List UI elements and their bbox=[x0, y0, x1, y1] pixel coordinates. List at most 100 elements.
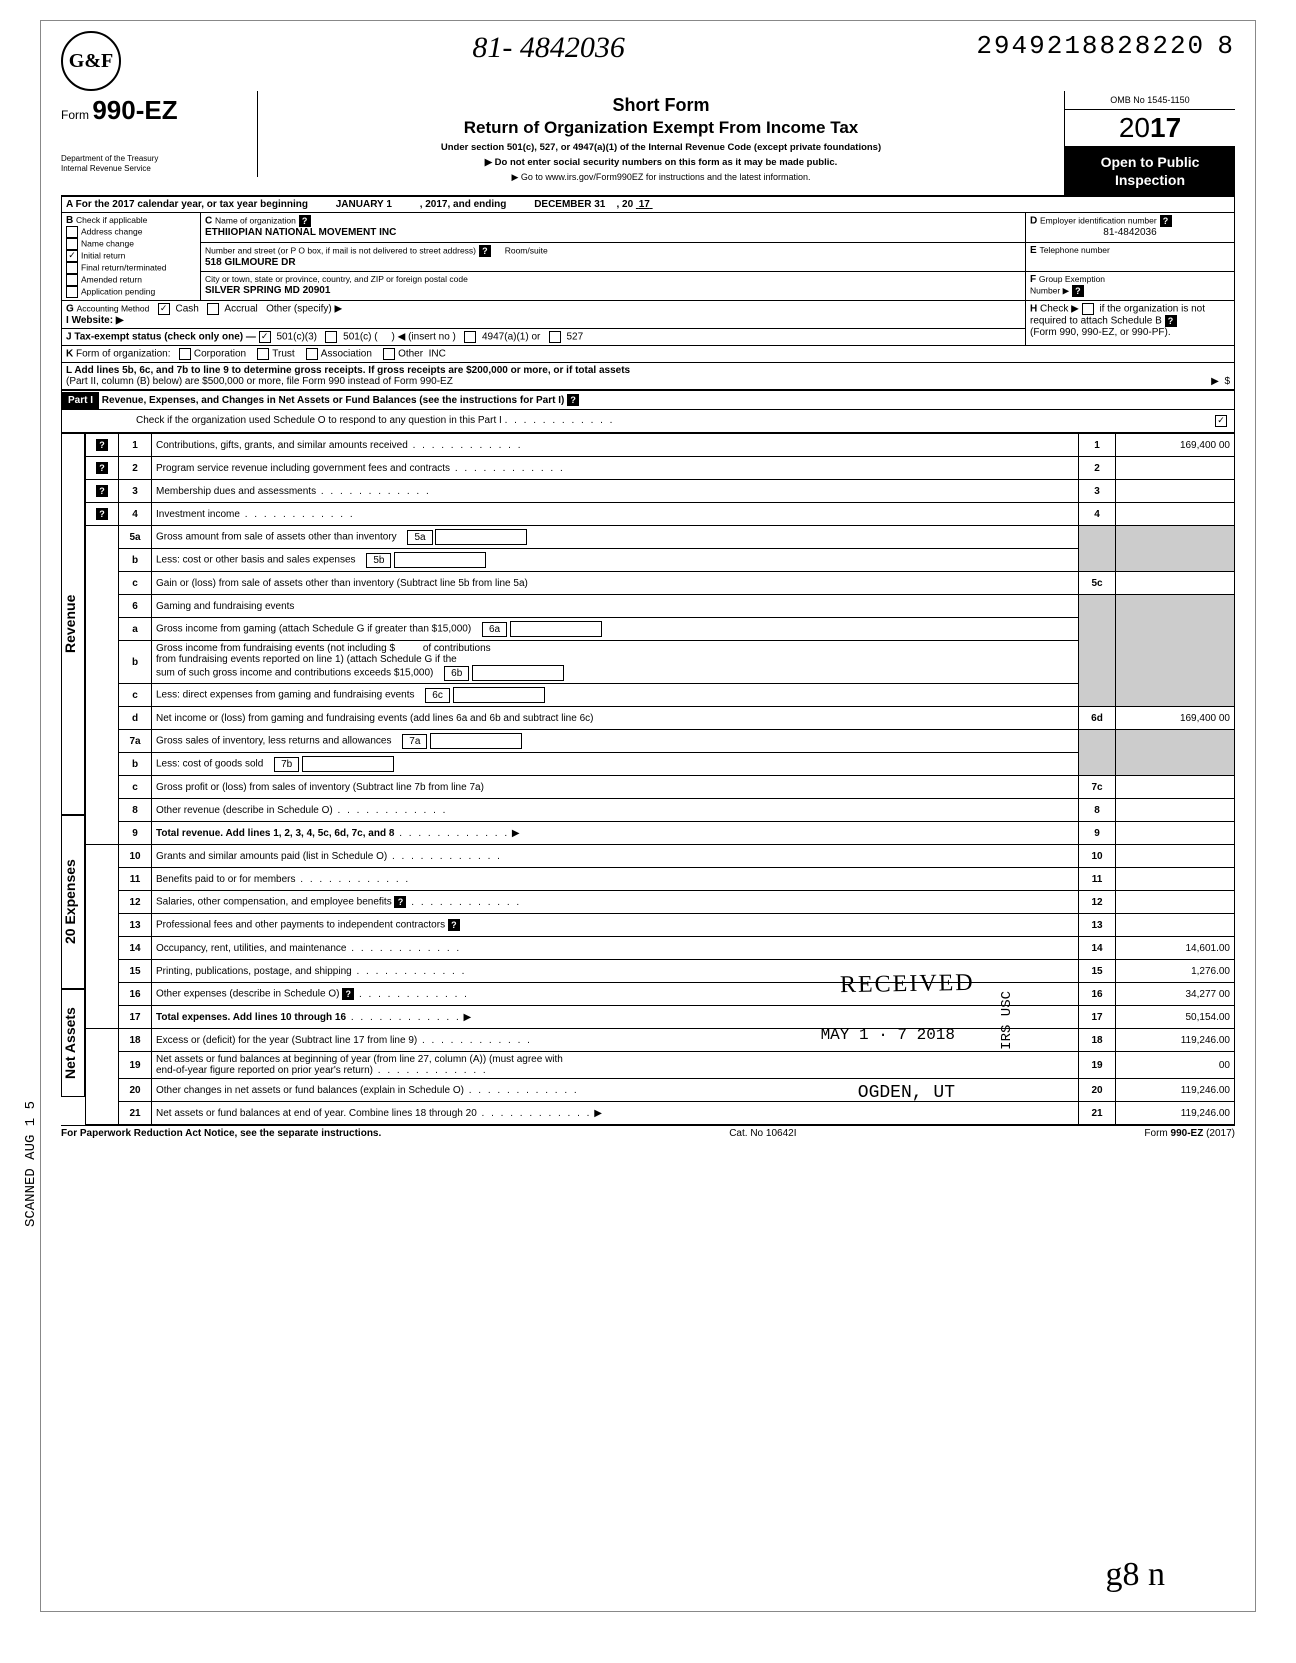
received-date-stamp: MAY 1 · 7 2018 bbox=[821, 1026, 955, 1044]
help-icon[interactable]: ? bbox=[1165, 315, 1177, 327]
top-row: G&F 81- 4842036 2949218828220 8 bbox=[61, 31, 1235, 91]
cb-527[interactable] bbox=[549, 331, 561, 343]
sec-a-begin: JANUARY 1 bbox=[336, 199, 392, 210]
line-amount bbox=[1116, 891, 1235, 914]
cb-trust[interactable] bbox=[257, 348, 269, 360]
dot-leader bbox=[373, 1065, 488, 1076]
netassets-side-label: Net Assets bbox=[61, 989, 85, 1097]
help-icon[interactable]: ? bbox=[1160, 215, 1172, 227]
dot-leader bbox=[464, 1085, 579, 1096]
city-value: SILVER SPRING MD 20901 bbox=[205, 285, 330, 296]
cb-other-org[interactable] bbox=[383, 348, 395, 360]
line-text: Other expenses (describe in Schedule O) bbox=[156, 989, 339, 1000]
part1-label: Part I bbox=[62, 392, 99, 409]
dept-irs: Internal Revenue Service bbox=[61, 164, 251, 174]
cb-final-return[interactable] bbox=[66, 262, 78, 274]
line-col: 1 bbox=[1079, 434, 1116, 457]
line-col: 14 bbox=[1079, 937, 1116, 960]
help-icon[interactable]: ? bbox=[1072, 285, 1084, 297]
line-amount bbox=[1116, 799, 1235, 822]
line-num: 5a bbox=[119, 526, 152, 549]
line-text: Contributions, gifts, grants, and simila… bbox=[156, 440, 408, 451]
dot-leader bbox=[417, 1035, 532, 1046]
group-exempt-label: Group Exemption bbox=[1039, 274, 1105, 284]
line-num: b bbox=[119, 641, 152, 684]
cb-app-pending[interactable] bbox=[66, 286, 78, 298]
room-label: Room/suite bbox=[505, 245, 548, 255]
line-text: Occupancy, rent, utilities, and maintena… bbox=[156, 943, 346, 954]
open-line1: Open to Public bbox=[1069, 153, 1231, 171]
cb-schedule-b[interactable] bbox=[1082, 303, 1094, 315]
sec-f: F bbox=[1030, 274, 1036, 285]
line-text: from fundraising events reported on line… bbox=[156, 654, 457, 665]
cb-cash[interactable]: ✓ bbox=[158, 303, 170, 315]
help-icon[interactable]: ? bbox=[299, 215, 311, 227]
revenue-side-label: Revenue bbox=[61, 433, 85, 815]
help-icon[interactable]: ? bbox=[96, 462, 108, 474]
org-name: ETHIIOPIAN NATIONAL MOVEMENT INC bbox=[205, 227, 396, 238]
short-form-label: Short Form bbox=[264, 95, 1058, 116]
form-number: 990-EZ bbox=[92, 95, 177, 125]
501c-label: 501(c) ( bbox=[343, 332, 377, 343]
footer-left: For Paperwork Reduction Act Notice, see … bbox=[61, 1128, 381, 1139]
line-num: 21 bbox=[119, 1102, 152, 1125]
line-text: sum of such gross income and contributio… bbox=[156, 668, 433, 679]
part1-check-line: Check if the organization used Schedule … bbox=[136, 415, 502, 426]
dept-treasury: Department of the Treasury bbox=[61, 154, 251, 164]
help-icon[interactable]: ? bbox=[479, 245, 491, 257]
line-text: Gross sales of inventory, less returns a… bbox=[156, 736, 391, 747]
opt-name: Name change bbox=[81, 239, 134, 249]
name-label: Name of organization bbox=[215, 216, 296, 226]
opt-pending: Application pending bbox=[81, 287, 155, 297]
help-icon[interactable]: ? bbox=[448, 919, 460, 931]
lines-table: ? 1 Contributions, gifts, grants, and sim… bbox=[85, 433, 1235, 1125]
cb-4947[interactable] bbox=[464, 331, 476, 343]
cb-schedule-o[interactable]: ✓ bbox=[1215, 415, 1227, 427]
help-icon[interactable]: ? bbox=[567, 394, 579, 406]
help-icon[interactable]: ? bbox=[96, 485, 108, 497]
trust-label: Trust bbox=[272, 349, 294, 360]
sec-a-label: A For the 2017 calendar year, or tax yea… bbox=[66, 199, 308, 210]
cb-assoc[interactable] bbox=[306, 348, 318, 360]
line-num: 15 bbox=[119, 960, 152, 983]
cb-501c[interactable] bbox=[325, 331, 337, 343]
tax-status-label: Tax-exempt status (check only one) — bbox=[74, 332, 256, 343]
cb-amended[interactable] bbox=[66, 274, 78, 286]
line-amount bbox=[1116, 572, 1235, 595]
line-text: Gain or (loss) from sale of assets other… bbox=[156, 578, 528, 589]
cb-corp[interactable] bbox=[179, 348, 191, 360]
city-label: City or town, state or province, country… bbox=[205, 274, 468, 284]
cb-initial-return[interactable]: ✓ bbox=[66, 250, 78, 262]
help-icon[interactable]: ? bbox=[96, 439, 108, 451]
mid-box: 5a bbox=[407, 530, 432, 545]
501c3-label: 501(c)(3) bbox=[276, 332, 317, 343]
form-footer: For Paperwork Reduction Act Notice, see … bbox=[61, 1125, 1235, 1139]
4947-label: 4947(a)(1) or bbox=[482, 332, 540, 343]
help-icon[interactable]: ? bbox=[394, 896, 406, 908]
line-text: Benefits paid to or for members bbox=[156, 874, 296, 885]
ein-value: 81-4842036 bbox=[1030, 227, 1230, 238]
form-page: G&F 81- 4842036 2949218828220 8 Form 990… bbox=[40, 20, 1256, 1612]
tax-year: 2017 bbox=[1065, 110, 1235, 147]
cb-501c3[interactable]: ✓ bbox=[259, 331, 271, 343]
entity-info-table: A For the 2017 calendar year, or tax yea… bbox=[61, 196, 1235, 390]
line-num: 12 bbox=[119, 891, 152, 914]
form-main-title: Return of Organization Exempt From Incom… bbox=[264, 118, 1058, 138]
cb-accrual[interactable] bbox=[207, 303, 219, 315]
sec-l-line1: L Add lines 5b, 6c, and 7b to line 9 to … bbox=[66, 365, 630, 376]
line-num: b bbox=[119, 753, 152, 776]
help-icon[interactable]: ? bbox=[342, 988, 354, 1000]
line-num: 10 bbox=[119, 845, 152, 868]
part1-title: Revenue, Expenses, and Changes in Net As… bbox=[102, 395, 565, 406]
mid-box: 6a bbox=[482, 622, 507, 637]
cb-name-change[interactable] bbox=[66, 238, 78, 250]
other-org-label: Other bbox=[398, 349, 423, 360]
line-amount: 50,154.00 bbox=[1116, 1006, 1235, 1029]
help-icon[interactable]: ? bbox=[96, 508, 108, 520]
omb-number: OMB No 1545-1150 bbox=[1065, 91, 1235, 110]
form-org-label: Form of organization: bbox=[76, 349, 171, 360]
line-text: Investment income bbox=[156, 509, 240, 520]
line-col: 13 bbox=[1079, 914, 1116, 937]
sec-b: B bbox=[66, 215, 73, 226]
cb-address-change[interactable] bbox=[66, 226, 78, 238]
